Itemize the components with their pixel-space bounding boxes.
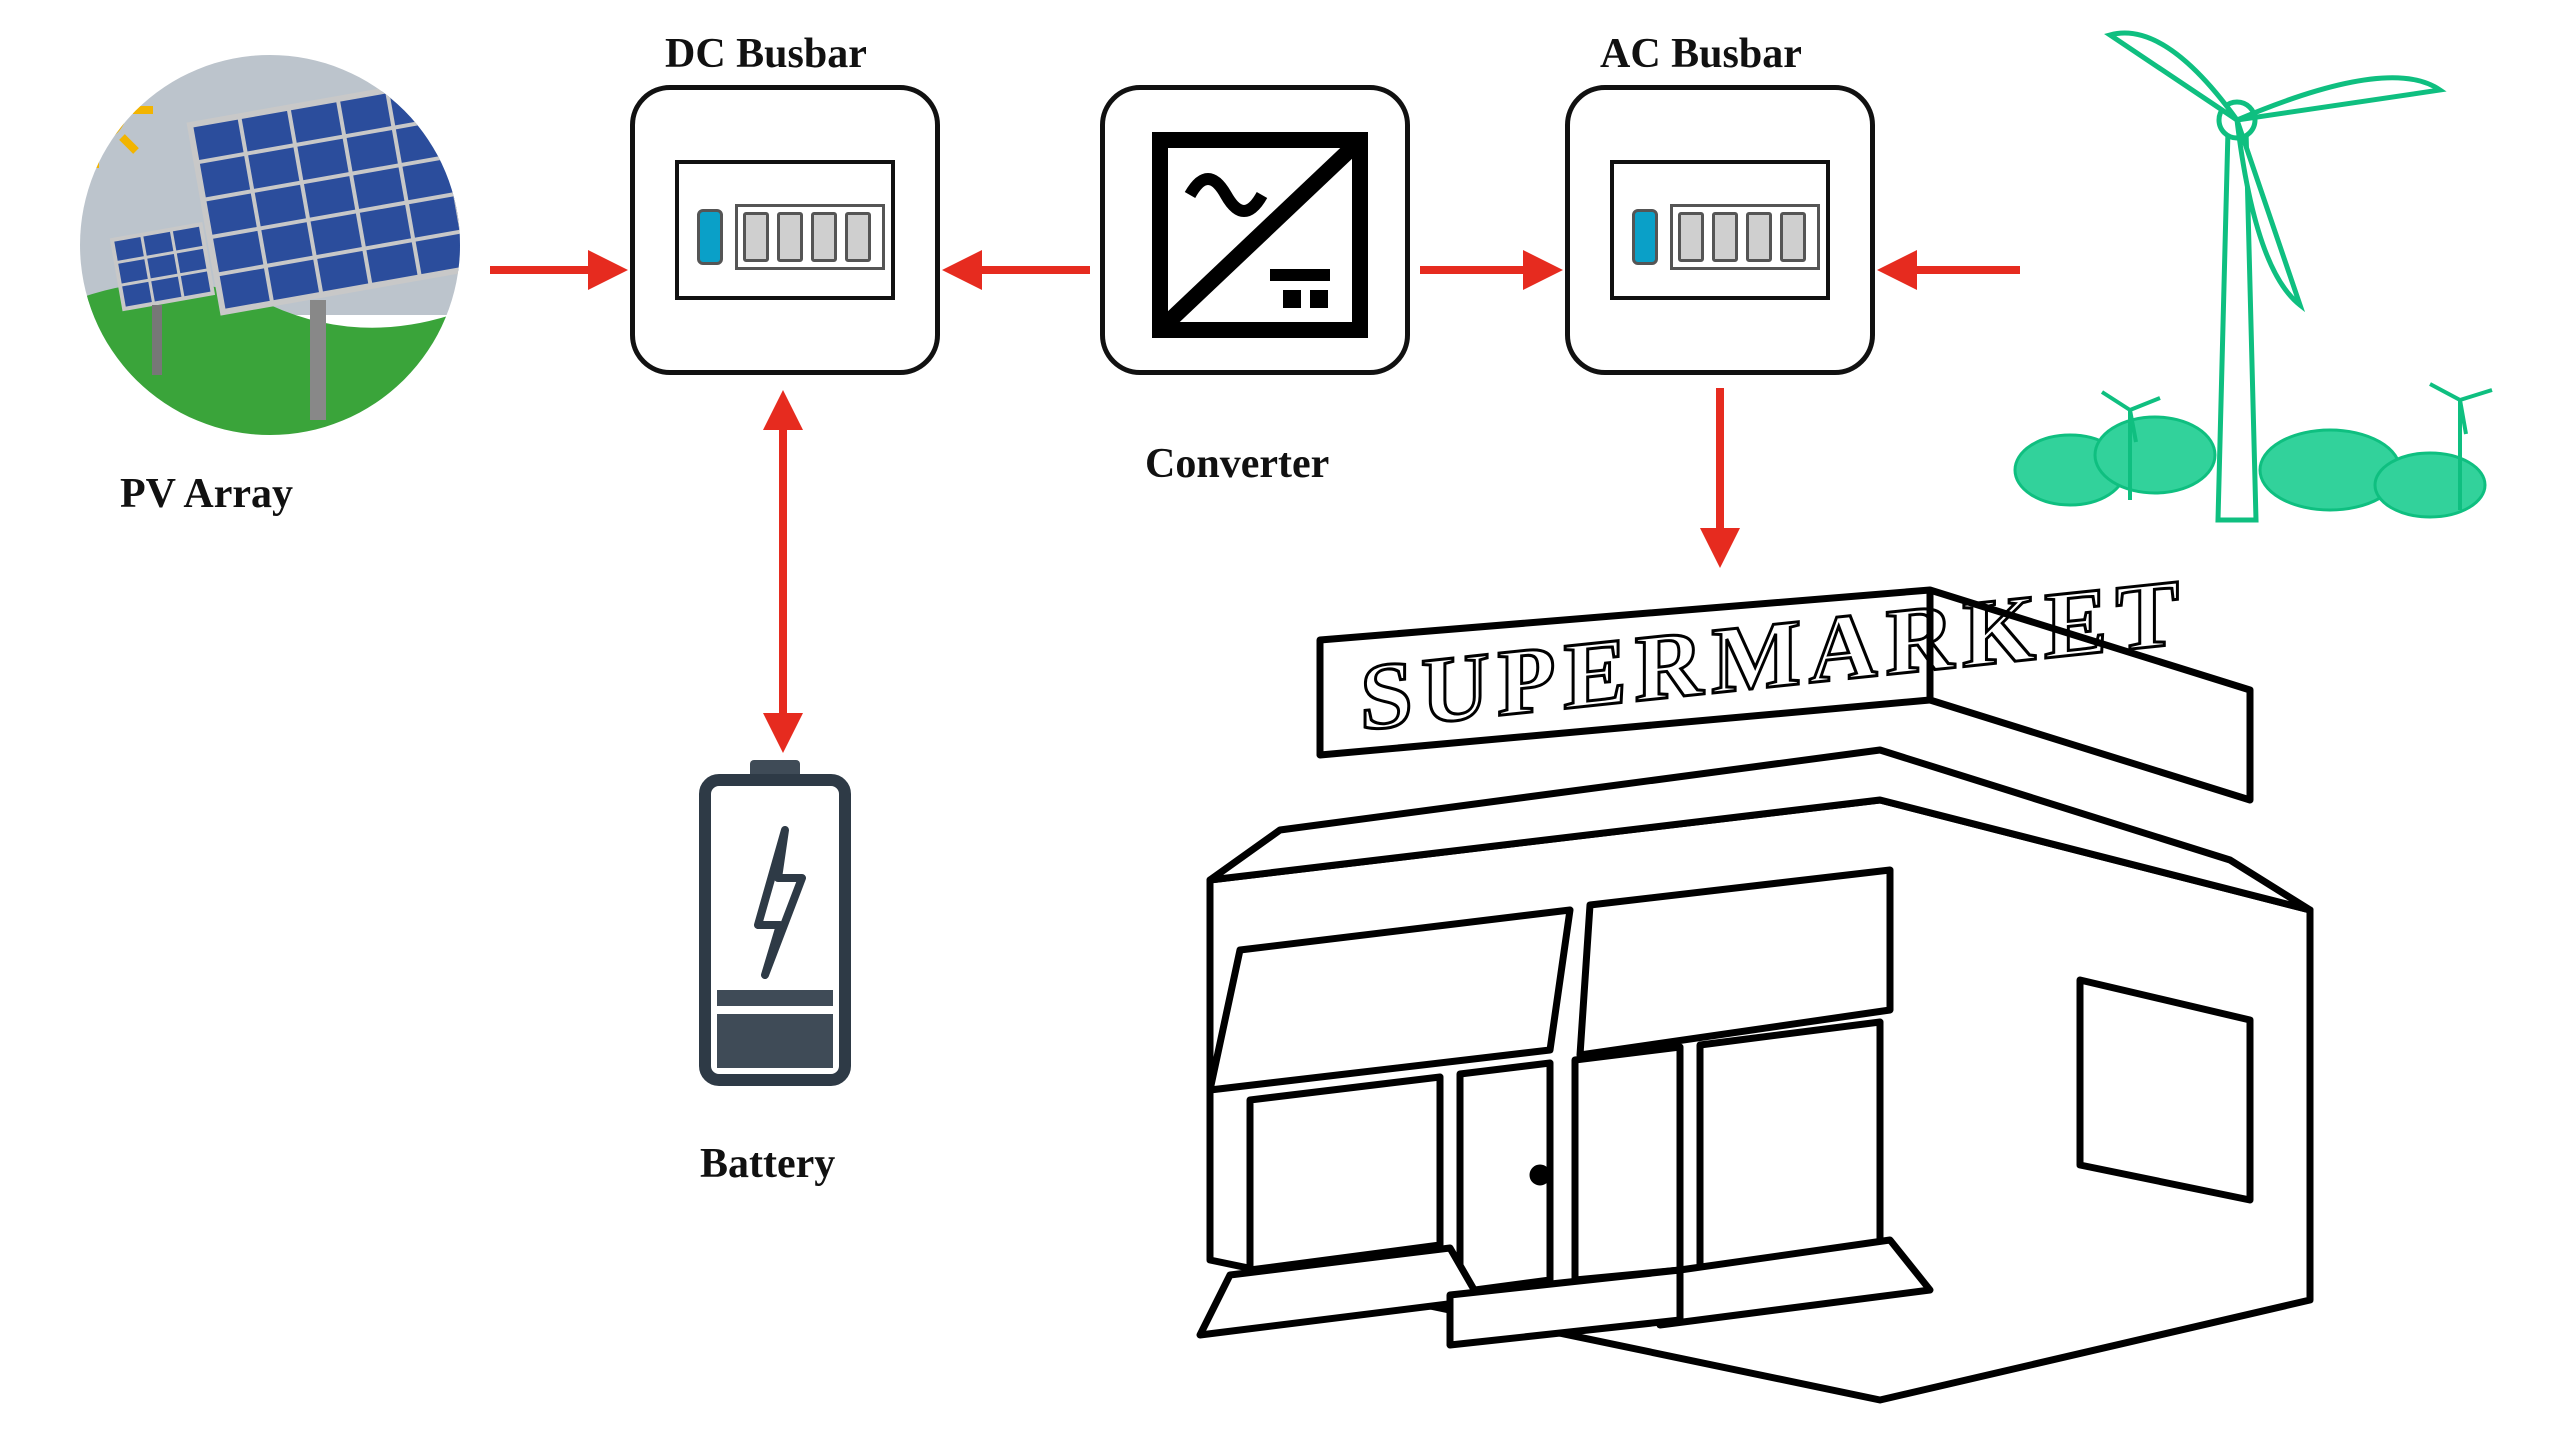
supermarket-icon: SUPERMARKET (1120, 580, 2400, 1420)
dc-busbar-node (630, 85, 940, 375)
battery-label: Battery (700, 1140, 835, 1188)
ac-busbar-label: AC Busbar (1600, 30, 1802, 78)
pv-array-icon (40, 55, 500, 465)
wind-turbine-icon (2010, 0, 2550, 560)
pv-array-label: PV Array (120, 470, 293, 518)
diagram-canvas: SUPERMARKET PV Array DC Busbar Converter… (0, 0, 2554, 1437)
converter-icon (1105, 90, 1415, 380)
converter-label: Converter (1145, 440, 1329, 488)
ac-busbar-node (1565, 85, 1875, 375)
battery-icon (680, 760, 870, 1090)
dc-busbar-label: DC Busbar (665, 30, 867, 78)
converter-node (1100, 85, 1410, 375)
